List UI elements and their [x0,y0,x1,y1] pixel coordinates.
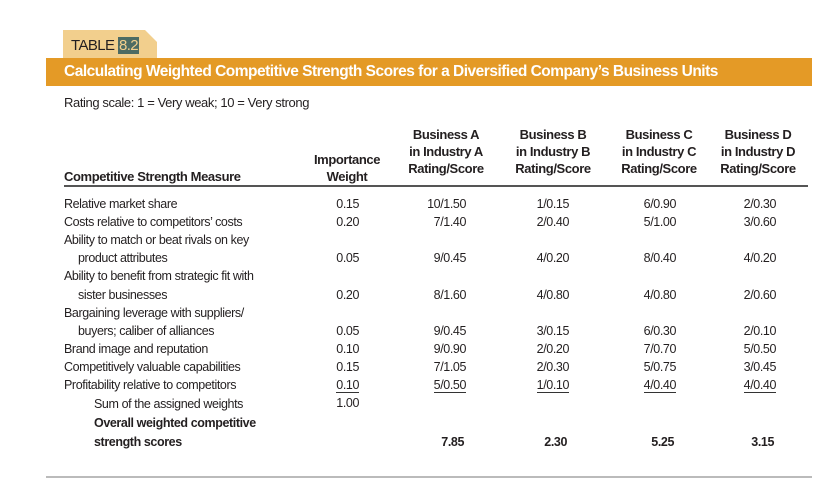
row-score-business-a: 7/1.40 [433,215,467,229]
header-line: Rating/Score [720,161,796,176]
bottom-rule [46,476,812,478]
header-business-a: Business A in Industry A Rating/Score [391,126,501,177]
table-title: Calculating Weighted Competitive Strengt… [64,63,718,80]
total-score-business-c: 5.25 [651,435,674,449]
row-score-business-a: 5/0.50 [433,378,466,393]
header-line: Business B [519,127,587,142]
header-line: Rating/Score [515,161,591,176]
row-score-business-b: 3/0.15 [536,324,570,338]
row-score-business-d: 4/0.20 [743,251,777,265]
row-score-business-d: 4/0.40 [743,378,776,393]
row-weight: 0.05 [336,324,359,338]
row-score-business-c: 6/0.90 [643,197,677,211]
header-line: Business C [625,127,693,142]
total-score-business-d: 3.15 [751,435,774,449]
header-business-c: Business C in Industry C Rating/Score [604,126,714,177]
rating-scale-note: Rating scale: 1 = Very weak; 10 = Very s… [64,95,310,110]
row-score-business-b: 2/0.20 [536,342,570,356]
row-weight: 0.10 [336,342,359,356]
row-score-business-a: 7/1.05 [433,360,467,374]
header-divider [64,185,808,187]
total-label: strength scores [94,435,182,449]
total-score-business-b: 2.30 [544,435,567,449]
row-score-business-a: 8/1.60 [433,288,467,302]
table-label: TABLE [71,37,115,54]
row-score-business-b: 1/0.10 [536,378,569,393]
row-measure: Brand image and reputation [64,342,208,356]
table-label-tab: TABLE 8.2 [63,30,157,58]
header-line: Business A [412,127,480,142]
header-line: Business D [724,127,792,142]
row-score-business-b: 2/0.40 [536,215,570,229]
header-line: Rating/Score [408,161,484,176]
header-line: in Industry D [720,144,796,159]
row-measure: Competitively valuable capabilities [64,360,241,374]
row-measure: Bargaining leverage with suppliers/ [64,306,244,320]
row-weight: 0.20 [336,288,359,302]
title-bar: Calculating Weighted Competitive Strengt… [46,58,812,86]
row-score-business-c: 5/0.75 [643,360,677,374]
row-score-business-d: 5/0.50 [743,342,777,356]
row-weight: 0.20 [336,215,359,229]
row-weight: 0.05 [336,251,359,265]
header-line: in Industry A [409,144,483,159]
row-measure: Ability to match or beat rivals on key [64,233,249,247]
header-line: in Industry B [515,144,591,159]
row-measure: Costs relative to competitors’ costs [64,215,243,229]
row-score-business-b: 1/0.15 [536,197,570,211]
row-score-business-a: 9/0.90 [433,342,467,356]
header-business-d: Business D in Industry D Rating/Score [703,126,813,177]
row-score-business-d: 2/0.30 [743,197,777,211]
row-score-business-c: 8/0.40 [643,251,677,265]
header-measure: Competitive Strength Measure [64,169,241,184]
sum-label: Sum of the assigned weights [94,397,244,411]
sum-weight: 1.00 [336,396,359,410]
table-number: 8.2 [118,37,140,54]
header-line: Rating/Score [621,161,697,176]
header-business-b: Business B in Industry B Rating/Score [498,126,608,177]
row-score-business-a: 9/0.45 [433,251,467,265]
row-score-business-d: 2/0.10 [743,324,777,338]
header-weight: Importance Weight [313,152,381,184]
row-weight: 0.15 [336,360,359,374]
row-score-business-c: 6/0.30 [643,324,677,338]
row-measure: buyers; caliber of alliances [78,324,215,338]
row-score-business-c: 7/0.70 [643,342,677,356]
row-score-business-c: 4/0.40 [643,378,676,393]
header-line: in Industry C [621,144,697,159]
row-weight: 0.15 [336,197,359,211]
row-score-business-b: 4/0.20 [536,251,570,265]
row-score-business-b: 2/0.30 [536,360,570,374]
total-label: Overall weighted competitive [94,416,256,430]
row-score-business-b: 4/0.80 [536,288,570,302]
row-score-business-d: 3/0.60 [743,215,777,229]
row-score-business-c: 5/1.00 [643,215,677,229]
row-score-business-a: 10/1.50 [427,197,466,211]
row-score-business-c: 4/0.80 [643,288,677,302]
row-score-business-a: 9/0.45 [433,324,467,338]
row-score-business-d: 2/0.60 [743,288,777,302]
row-score-business-d: 3/0.45 [743,360,777,374]
row-measure: Relative market share [64,197,178,211]
row-measure: sister businesses [78,288,168,302]
row-weight: 0.10 [336,378,359,393]
total-score-business-a: 7.85 [441,435,464,449]
row-measure: Ability to benefit from strategic fit wi… [64,269,254,283]
row-measure: product attributes [78,251,168,265]
row-measure: Profitability relative to competitors [64,378,237,392]
